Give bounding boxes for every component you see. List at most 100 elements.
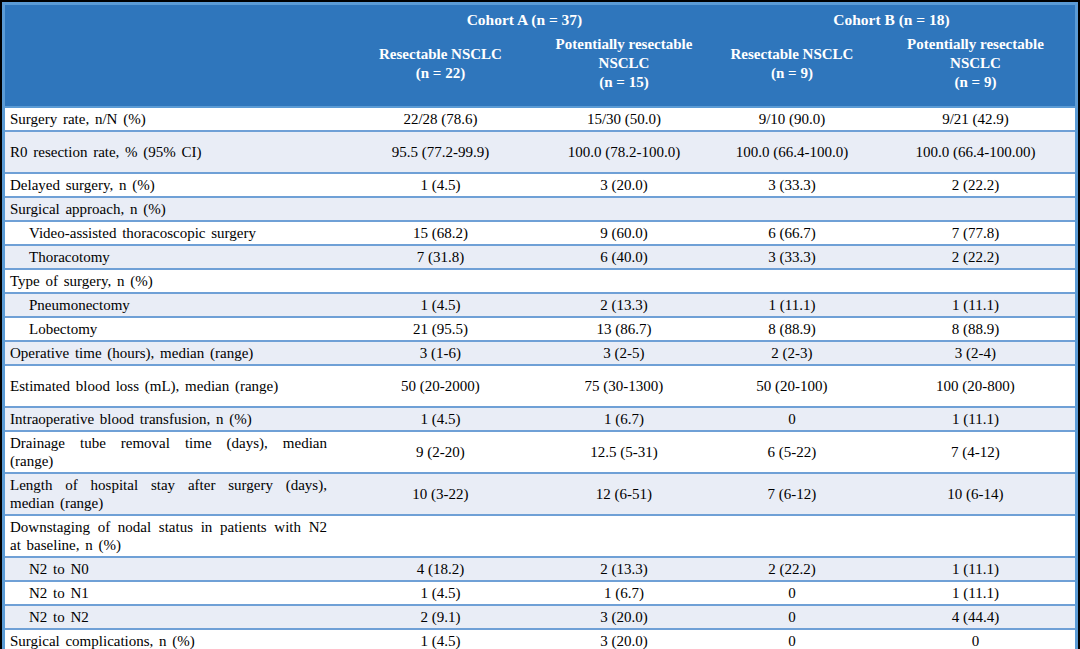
row-label: Operative time (hours), median (range) bbox=[5, 341, 341, 365]
row-value: 100.0 (78.2-100.0) bbox=[540, 131, 708, 173]
row-value: 3 (1-6) bbox=[341, 341, 540, 365]
table-row: Length of hospital stay after surgery (d… bbox=[5, 473, 1075, 515]
row-value bbox=[876, 197, 1075, 221]
table-row: Operative time (hours), median (range)3 … bbox=[5, 341, 1075, 365]
table-row: Surgical complications, n (%)1 (4.5)3 (2… bbox=[5, 629, 1075, 649]
row-label: R0 resection rate, % (95% CI) bbox=[5, 131, 341, 173]
row-value: 2 (22.2) bbox=[876, 245, 1075, 269]
row-value: 100.0 (66.4-100.00) bbox=[876, 131, 1075, 173]
row-value: 9/10 (90.0) bbox=[708, 107, 876, 131]
row-value: 4 (44.4) bbox=[876, 605, 1075, 629]
row-value: 1 (11.1) bbox=[876, 557, 1075, 581]
row-value: 7 (31.8) bbox=[341, 245, 540, 269]
row-value: 3 (33.3) bbox=[708, 245, 876, 269]
row-value: 6 (40.0) bbox=[540, 245, 708, 269]
table-row: Downstaging of nodal status in patients … bbox=[5, 515, 1075, 557]
row-value: 21 (95.5) bbox=[341, 317, 540, 341]
row-value: 100 (20-800) bbox=[876, 365, 1075, 407]
row-value: 95.5 (77.2-99.9) bbox=[341, 131, 540, 173]
row-value: 0 bbox=[708, 605, 876, 629]
column-header-resectable-b: Resectable NSCLC (n = 9) bbox=[708, 29, 876, 106]
table-row: Type of surgery, n (%) bbox=[5, 269, 1075, 293]
column-header-name: Resectable NSCLC bbox=[345, 45, 536, 64]
row-label: Surgical complications, n (%) bbox=[5, 629, 341, 649]
row-value: 6 (5-22) bbox=[708, 431, 876, 473]
row-value: 9/21 (42.9) bbox=[876, 107, 1075, 131]
row-value bbox=[876, 515, 1075, 557]
outcomes-table-frame: Cohort A (n = 37) Cohort B (n = 18) Rese… bbox=[2, 2, 1078, 649]
row-value: 2 (22.2) bbox=[708, 557, 876, 581]
row-label: Estimated blood loss (mL), median (range… bbox=[5, 365, 341, 407]
row-value: 1 (4.5) bbox=[341, 407, 540, 431]
row-label: Drainage tube removal time (days), media… bbox=[5, 431, 341, 473]
row-label: Surgical approach, n (%) bbox=[5, 197, 341, 221]
row-value bbox=[708, 197, 876, 221]
row-label: Thoracotomy bbox=[5, 245, 341, 269]
row-label: N2 to N1 bbox=[5, 581, 341, 605]
row-value: 9 (2-20) bbox=[341, 431, 540, 473]
row-value: 1 (4.5) bbox=[341, 173, 540, 197]
column-header-resectable-a: Resectable NSCLC (n = 22) bbox=[341, 29, 540, 106]
row-value: 50 (20-100) bbox=[708, 365, 876, 407]
cohort-a-header: Cohort A (n = 37) bbox=[341, 5, 708, 29]
row-value: 1 (11.1) bbox=[708, 293, 876, 317]
row-value: 2 (13.3) bbox=[540, 557, 708, 581]
row-value: 6 (66.7) bbox=[708, 221, 876, 245]
row-value: 15 (68.2) bbox=[341, 221, 540, 245]
row-value bbox=[540, 515, 708, 557]
row-value: 1 (4.5) bbox=[341, 293, 540, 317]
table-row: N2 to N11 (4.5)1 (6.7)01 (11.1) bbox=[5, 581, 1075, 605]
row-value: 1 (4.5) bbox=[341, 629, 540, 649]
row-value: 1 (6.7) bbox=[540, 407, 708, 431]
row-label: N2 to N2 bbox=[5, 605, 341, 629]
column-header-name: Resectable NSCLC bbox=[712, 45, 872, 64]
row-value: 12 (6-51) bbox=[540, 473, 708, 515]
table-row: Estimated blood loss (mL), median (range… bbox=[5, 365, 1075, 407]
header-spacer bbox=[5, 29, 341, 106]
row-value: 3 (20.0) bbox=[540, 605, 708, 629]
column-header-potentially-resectable-b: Potentially resectable NSCLC (n = 9) bbox=[876, 29, 1075, 106]
table-row: Drainage tube removal time (days), media… bbox=[5, 431, 1075, 473]
row-value: 100.0 (66.4-100.0) bbox=[708, 131, 876, 173]
row-value: 2 (9.1) bbox=[341, 605, 540, 629]
row-label: Pneumonectomy bbox=[5, 293, 341, 317]
cohort-header-row: Cohort A (n = 37) Cohort B (n = 18) bbox=[5, 5, 1075, 29]
row-label: Intraoperative blood transfusion, n (%) bbox=[5, 407, 341, 431]
row-value: 1 (11.1) bbox=[876, 407, 1075, 431]
row-value: 10 (6-14) bbox=[876, 473, 1075, 515]
table-row: N2 to N04 (18.2)2 (13.3)2 (22.2)1 (11.1) bbox=[5, 557, 1075, 581]
table-row: R0 resection rate, % (95% CI)95.5 (77.2-… bbox=[5, 131, 1075, 173]
row-value: 4 (18.2) bbox=[341, 557, 540, 581]
table-row: Intraoperative blood transfusion, n (%)1… bbox=[5, 407, 1075, 431]
row-value bbox=[708, 269, 876, 293]
table-row: Lobectomy21 (95.5)13 (86.7)8 (88.9)8 (88… bbox=[5, 317, 1075, 341]
row-value: 8 (88.9) bbox=[876, 317, 1075, 341]
row-value: 7 (4-12) bbox=[876, 431, 1075, 473]
row-value: 3 (20.0) bbox=[540, 173, 708, 197]
row-value: 3 (2-5) bbox=[540, 341, 708, 365]
column-header-name: Potentially resectable NSCLC bbox=[880, 35, 1071, 73]
row-value: 0 bbox=[708, 407, 876, 431]
table-row: Thoracotomy7 (31.8)6 (40.0)3 (33.3)2 (22… bbox=[5, 245, 1075, 269]
row-value bbox=[341, 269, 540, 293]
table-row: Surgical approach, n (%) bbox=[5, 197, 1075, 221]
row-value: 3 (2-4) bbox=[876, 341, 1075, 365]
row-value: 1 (6.7) bbox=[540, 581, 708, 605]
column-header-n: (n = 22) bbox=[345, 64, 536, 83]
surgical-outcomes-table: Cohort A (n = 37) Cohort B (n = 18) Rese… bbox=[5, 5, 1075, 649]
table-body: Surgery rate, n/N (%)22/28 (78.6)15/30 (… bbox=[5, 107, 1075, 649]
row-value: 1 (4.5) bbox=[341, 581, 540, 605]
table-header: Cohort A (n = 37) Cohort B (n = 18) Rese… bbox=[5, 5, 1075, 107]
row-label: Length of hospital stay after surgery (d… bbox=[5, 473, 341, 515]
table-row: Delayed surgery, n (%)1 (4.5)3 (20.0)3 (… bbox=[5, 173, 1075, 197]
cohort-b-header: Cohort B (n = 18) bbox=[708, 5, 1075, 29]
row-value: 1 (11.1) bbox=[876, 293, 1075, 317]
row-value: 3 (33.3) bbox=[708, 173, 876, 197]
column-header-n: (n = 9) bbox=[880, 73, 1071, 92]
row-value: 12.5 (5-31) bbox=[540, 431, 708, 473]
column-header-name: Potentially resectable NSCLC bbox=[544, 35, 704, 73]
row-value: 15/30 (50.0) bbox=[540, 107, 708, 131]
row-value: 1 (11.1) bbox=[876, 581, 1075, 605]
row-value bbox=[540, 269, 708, 293]
row-value bbox=[540, 197, 708, 221]
